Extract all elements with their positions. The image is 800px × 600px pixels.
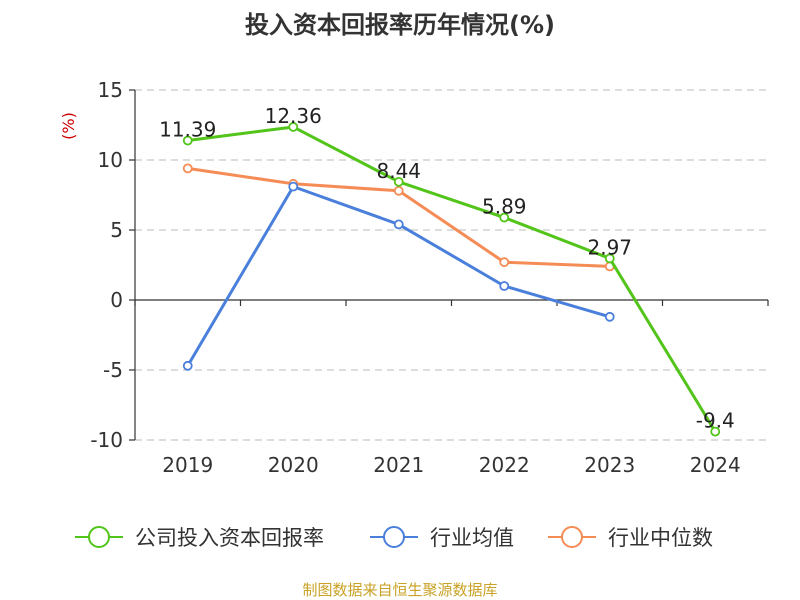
legend-marker: [88, 526, 110, 548]
y-axis-unit-label: (%): [59, 112, 78, 140]
legend-label: 公司投入资本回报率: [135, 526, 324, 550]
legend-marker: [383, 526, 405, 548]
data-point: [604, 311, 615, 322]
x-tick-label: 2019: [162, 453, 213, 477]
data-point: [182, 360, 193, 371]
data-point: [288, 122, 299, 132]
data-point: [393, 185, 404, 196]
series-layer: [182, 122, 721, 437]
y-tick-label: 5: [110, 218, 123, 242]
x-tick-label: 2024: [690, 453, 741, 477]
data-labels: 11.39 12.36 8.44 5.89 2.97 -9.4: [159, 104, 735, 433]
grid-lines: [135, 89, 768, 441]
y-tick-label: 15: [98, 78, 123, 102]
data-label: -9.4: [696, 409, 735, 433]
y-tick-label: -5: [103, 358, 123, 382]
legend-marker: [561, 526, 583, 548]
data-point: [393, 219, 404, 230]
data-label: 5.89: [482, 195, 527, 219]
data-point: [499, 281, 510, 291]
data-point: [182, 135, 193, 146]
series-line: [186, 185, 611, 367]
legend-item: 行业中位数: [548, 526, 713, 550]
legend: 公司投入资本回报率 行业均值 行业中位数: [75, 526, 713, 550]
series-line: [187, 125, 717, 433]
y-tick-label: 0: [110, 288, 123, 312]
y-tick-label: -10: [90, 428, 123, 452]
data-point: [604, 253, 615, 264]
series-0: [182, 122, 721, 437]
x-axis-ticks: 2019 2020 2021 2022 2023 2024: [162, 453, 740, 477]
data-point: [393, 176, 404, 187]
data-point: [710, 426, 721, 437]
data-label: 8.44: [376, 159, 421, 183]
data-point: [499, 212, 510, 223]
series-1: [182, 181, 615, 371]
legend-item: 行业均值: [370, 526, 514, 550]
x-tick-label: 2020: [268, 453, 319, 477]
x-tick-label: 2022: [479, 453, 530, 477]
y-tick-label: 10: [98, 148, 123, 172]
chart-title: 投入资本回报率历年情况(%): [245, 11, 555, 39]
x-tick-label: 2023: [584, 453, 635, 477]
data-point: [182, 163, 193, 174]
source-note: 制图数据来自恒生聚源数据库: [302, 581, 497, 599]
legend-item: 公司投入资本回报率: [75, 526, 324, 550]
x-tick-label: 2021: [373, 453, 424, 477]
y-axis-ticks: 15 10 5 0 -5 -10: [90, 78, 123, 452]
legend-label: 行业均值: [430, 526, 514, 550]
data-point: [288, 181, 299, 192]
legend-label: 行业中位数: [608, 526, 713, 550]
data-label: 2.97: [587, 235, 632, 259]
axes: [129, 89, 769, 441]
data-label: 11.39: [159, 118, 216, 142]
data-label: 12.36: [265, 104, 322, 128]
data-point: [499, 257, 510, 268]
